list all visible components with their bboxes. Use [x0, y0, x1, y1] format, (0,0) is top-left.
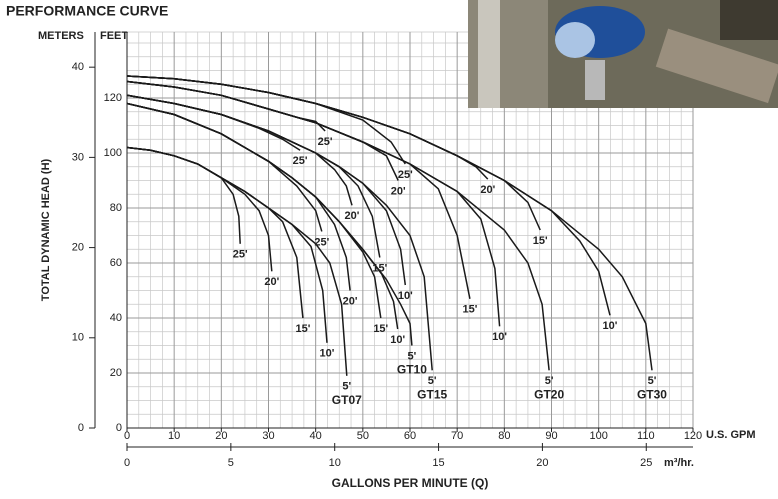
curve: [126, 146, 304, 319]
lift-label: 10': [398, 290, 413, 302]
x-tick-label: 50: [357, 430, 369, 442]
y-tick-label: 60: [110, 257, 122, 269]
y2-tick-label: 30: [72, 151, 84, 163]
curve: [126, 80, 399, 181]
photo-part: [585, 60, 605, 100]
lift-label: 5': [408, 350, 417, 362]
curve: [126, 146, 328, 343]
x-unit: U.S. GPM: [706, 429, 756, 441]
y2-tick-label: 10: [72, 332, 84, 344]
curve: [126, 146, 273, 272]
curve: [126, 102, 413, 346]
curve: [126, 75, 653, 371]
x-tick-label: 90: [545, 430, 557, 442]
x2-tick-label: 15: [432, 457, 444, 469]
y-axis-title: TOTAL DYNAMIC HEAD (H): [40, 158, 52, 301]
curve: [126, 94, 433, 371]
curve: [126, 102, 382, 319]
curve: [126, 94, 407, 286]
lift-label: 15': [296, 323, 311, 335]
x-tick-label: 30: [262, 430, 274, 442]
curve: [126, 146, 348, 376]
x2-unit: m³/hr.: [664, 457, 694, 469]
x-tick-label: 40: [310, 430, 322, 442]
curve: [126, 80, 326, 132]
lift-label: 10': [492, 331, 507, 343]
model-label: GT15: [417, 387, 447, 401]
y-unit: FEET: [100, 30, 128, 42]
x2-tick-label: 5: [228, 457, 234, 469]
x-tick-label: 60: [404, 430, 416, 442]
curve: [126, 75, 406, 165]
chart-title: PERFORMANCE CURVE: [6, 3, 168, 19]
curve: [126, 94, 301, 151]
y-tick-label: 120: [104, 92, 122, 104]
lift-label: 25': [314, 236, 329, 248]
curve: [126, 102, 323, 232]
model-label: GT10: [397, 363, 427, 377]
x-tick-label: 120: [684, 430, 702, 442]
lift-label: 20': [343, 295, 358, 307]
lift-label: 5': [545, 375, 554, 387]
lift-label: 5': [648, 375, 657, 387]
lift-label: 20': [480, 184, 495, 196]
y2-tick-label: 40: [72, 61, 84, 73]
photo-part: [555, 22, 595, 58]
lift-label: 20': [391, 185, 406, 197]
model-label: GT30: [637, 387, 667, 401]
model-label: GT07: [332, 393, 362, 407]
lift-label: 5': [428, 375, 437, 387]
lift-label: 25': [233, 249, 248, 261]
x-tick-label: 80: [498, 430, 510, 442]
y-tick-label: 0: [116, 422, 122, 434]
curve: [126, 80, 550, 371]
photo-part: [720, 0, 778, 40]
lift-label: 15': [533, 235, 548, 247]
x-tick-label: 0: [124, 430, 130, 442]
y-tick-label: 20: [110, 367, 122, 379]
lift-label: 25': [318, 136, 333, 148]
lift-label: 10': [320, 348, 335, 360]
y-tick-label: 100: [104, 147, 122, 159]
photo-part: [655, 28, 778, 104]
photo: [468, 0, 778, 108]
lift-label: 15': [372, 262, 387, 274]
model-label: GT20: [534, 387, 564, 401]
curve: [126, 94, 381, 258]
x-tick-label: 20: [215, 430, 227, 442]
curve: [126, 80, 471, 299]
curves: 25'20'15'10'5'GT0725'20'15'10'5'GT1025'2…: [126, 75, 667, 407]
y-tick-label: 40: [110, 312, 122, 324]
lift-label: 10': [603, 320, 618, 332]
x2-tick-label: 0: [124, 457, 130, 469]
lift-label: 15': [462, 304, 477, 316]
lift-label: 10': [390, 334, 405, 346]
lift-label: 5': [342, 381, 351, 393]
y2-unit: METERS: [38, 30, 84, 42]
lift-label: 25': [398, 169, 413, 181]
y2-tick-label: 0: [78, 422, 84, 434]
x-tick-label: 110: [637, 430, 655, 442]
x2-tick-label: 20: [536, 457, 548, 469]
y-tick-label: 80: [110, 202, 122, 214]
x-axis-title: GALLONS PER MINUTE (Q): [332, 476, 489, 490]
x2-tick-label: 25: [640, 457, 652, 469]
y2-tick-label: 20: [72, 241, 84, 253]
x-tick-label: 70: [451, 430, 463, 442]
x-tick-label: 100: [589, 430, 607, 442]
lift-label: 20': [264, 276, 279, 288]
lift-label: 25': [293, 155, 308, 167]
grid: 0 10 20 30 40 50 60 70 80 90 100 110 120020406080100…: [72, 31, 702, 469]
x2-tick-label: 10: [329, 457, 341, 469]
lift-label: 15': [373, 323, 388, 335]
x-tick-label: 10: [168, 430, 180, 442]
curve: [126, 146, 241, 244]
lift-label: 20': [345, 210, 360, 222]
photo-part: [478, 0, 500, 108]
